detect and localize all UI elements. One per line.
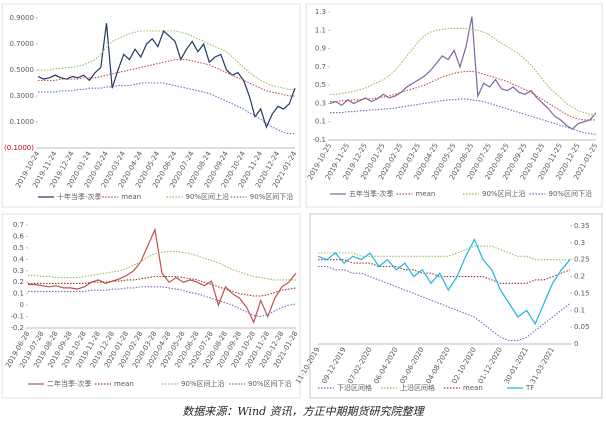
series-line bbox=[38, 59, 295, 97]
panel-frame bbox=[1, 213, 301, 399]
y-tick-label: 0.1000 bbox=[10, 118, 35, 126]
y-tick-label: 0.1 bbox=[13, 290, 24, 298]
series-line bbox=[28, 286, 297, 318]
y-tick-label: 0 bbox=[574, 340, 578, 348]
legend-label: 90%区间下沿 bbox=[250, 192, 294, 201]
legend-label: mean bbox=[114, 380, 134, 388]
y-tick-label: 0.3 bbox=[315, 99, 326, 107]
y-tick-label: -0.2 bbox=[10, 324, 24, 332]
legend-label: 五年当季-次季 bbox=[349, 189, 394, 198]
legend-label: 90%区间上沿 bbox=[482, 189, 526, 198]
x-tick-label: 04-08-2020 bbox=[425, 346, 452, 385]
x-tick-label: 02-10-2020 bbox=[451, 346, 478, 385]
x-tick-label: 30-01-2021 bbox=[503, 346, 530, 385]
y-tick-label: 0.35 bbox=[574, 222, 590, 230]
series-line bbox=[38, 82, 295, 135]
series-line bbox=[38, 30, 295, 91]
x-tick-label: 05-06-2020 bbox=[398, 346, 425, 385]
y-tick-label: 0.1 bbox=[315, 118, 326, 126]
panel-frame bbox=[1, 3, 301, 208]
series-line bbox=[28, 250, 296, 281]
series-line bbox=[330, 27, 596, 115]
series-line bbox=[37, 23, 296, 129]
y-tick-label: -0.1 bbox=[312, 136, 326, 144]
series-line bbox=[28, 227, 297, 324]
legend-label: mean bbox=[121, 193, 141, 201]
x-tick-label: 07-02-2020 bbox=[346, 346, 373, 385]
y-tick-label: 1.3 bbox=[315, 8, 326, 16]
series-line bbox=[330, 70, 596, 121]
legend-label: 下沿区间格 bbox=[337, 383, 372, 392]
y-tick-label: 0.7 bbox=[315, 63, 326, 71]
series-line bbox=[317, 238, 571, 326]
y-tick-label: 0.2 bbox=[13, 278, 24, 286]
panel-frame bbox=[309, 213, 603, 399]
y-tick-label: 0.3000 bbox=[10, 92, 35, 100]
legend-label: 90%区间上沿 bbox=[186, 192, 230, 201]
series-line bbox=[330, 98, 597, 136]
panel-frame bbox=[305, 3, 603, 208]
legend-label: 十年当季-次季 bbox=[57, 192, 102, 201]
series-line bbox=[28, 275, 297, 297]
y-tick-label: 0.1 bbox=[574, 306, 585, 314]
y-tick-label: 0.5 bbox=[13, 244, 24, 252]
y-tick-label: 0.5000 bbox=[10, 66, 35, 74]
series-line bbox=[318, 245, 570, 261]
legend-label: mean bbox=[463, 384, 483, 392]
x-tick-label: 06-04-2020 bbox=[372, 346, 399, 385]
y-tick-label: 0.3 bbox=[13, 267, 24, 275]
y-tick-label: 0.9 bbox=[315, 45, 326, 53]
y-tick-label: 0.6 bbox=[13, 232, 25, 240]
x-tick-label: 01-12-2020 bbox=[477, 346, 504, 385]
y-tick-label: 0.4 bbox=[13, 255, 25, 263]
legend-label: mean bbox=[416, 190, 436, 198]
y-tick-label: 0.25 bbox=[574, 256, 590, 264]
y-tick-label: 0.2 bbox=[574, 273, 585, 281]
y-tick-label: 0.5 bbox=[315, 81, 326, 89]
y-tick-label: 0.7 bbox=[13, 221, 24, 229]
series-line bbox=[318, 259, 571, 284]
series-line bbox=[329, 16, 597, 130]
legend-label: 二年当季-次季 bbox=[47, 379, 92, 388]
y-tick-label: 0.7000 bbox=[10, 40, 35, 48]
y-tick-label: 0.3 bbox=[574, 239, 585, 247]
y-tick-label: 0 bbox=[20, 301, 24, 309]
y-tick-label: 0.15 bbox=[574, 289, 590, 297]
legend-label: TF bbox=[525, 384, 534, 392]
y-tick-label: (0.1000) bbox=[4, 144, 34, 152]
legend-label: 90%区间下沿 bbox=[549, 189, 593, 198]
x-tick-label: 31-03-2021 bbox=[529, 346, 556, 385]
legend-label: 90%区间下沿 bbox=[248, 379, 292, 388]
x-tick-label: 09-12-2019 bbox=[320, 346, 347, 385]
caption: 数据来源：Wind 资讯，方正中期期货研究院整理 bbox=[182, 405, 425, 418]
legend-label: 上沿区间格 bbox=[400, 383, 435, 392]
y-tick-label: 0.9000 bbox=[10, 14, 35, 22]
y-tick-label: 0.05 bbox=[574, 323, 590, 331]
y-tick-label: -0.1 bbox=[10, 313, 24, 321]
series-line bbox=[318, 265, 571, 342]
x-tick-label: 11-10-2019 bbox=[294, 346, 321, 385]
legend-label: 90%区间上沿 bbox=[181, 379, 225, 388]
y-tick-label: 1.1 bbox=[315, 26, 326, 34]
